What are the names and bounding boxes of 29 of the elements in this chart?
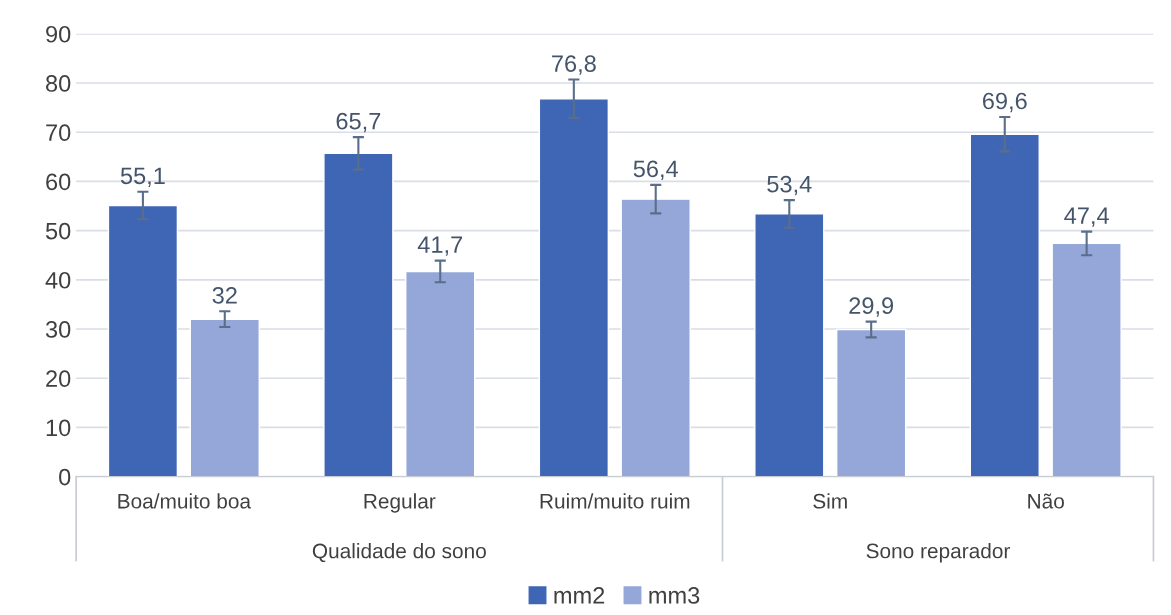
data-label: 32 xyxy=(212,286,237,304)
data-label: 76,8 xyxy=(552,55,596,75)
y-tick-label: 90 xyxy=(46,25,71,43)
y-tick-label: 30 xyxy=(45,321,71,338)
x-tick-label: Sim xyxy=(813,493,847,509)
data-label: 65,7 xyxy=(336,112,381,133)
x-tick-label: Regular xyxy=(364,493,436,513)
text: Qualidade do sono xyxy=(312,543,486,563)
y-tick-label: 70 xyxy=(46,124,71,142)
data-label: 29,9 xyxy=(849,297,894,317)
data-label: 55,1 xyxy=(120,167,165,187)
x-tick-label: Boa/muito boa xyxy=(118,493,252,509)
x-tick-label: Não xyxy=(1028,493,1064,509)
data-label: 69,6 xyxy=(982,92,1027,113)
data-label: 53,4 xyxy=(767,175,812,196)
data-label: 41,7 xyxy=(417,236,463,256)
text: Sono reparador xyxy=(866,543,1011,563)
y-tick-label: 50 xyxy=(45,222,71,240)
y-tick-label: 20 xyxy=(46,370,71,388)
x-tick-label: Ruim/muito ruim xyxy=(540,493,690,509)
y-tick-label: 0 xyxy=(59,468,71,486)
data-label: 47,4 xyxy=(1064,207,1109,227)
legend-label: mm2 xyxy=(554,587,605,604)
legend-label: mm3 xyxy=(649,587,700,604)
y-tick-label: 60 xyxy=(46,173,71,191)
y-tick-label: 10 xyxy=(46,419,71,437)
y-tick-label: 40 xyxy=(45,271,71,289)
data-label: 56,4 xyxy=(633,160,678,181)
y-tick-label: 80 xyxy=(46,75,71,92)
